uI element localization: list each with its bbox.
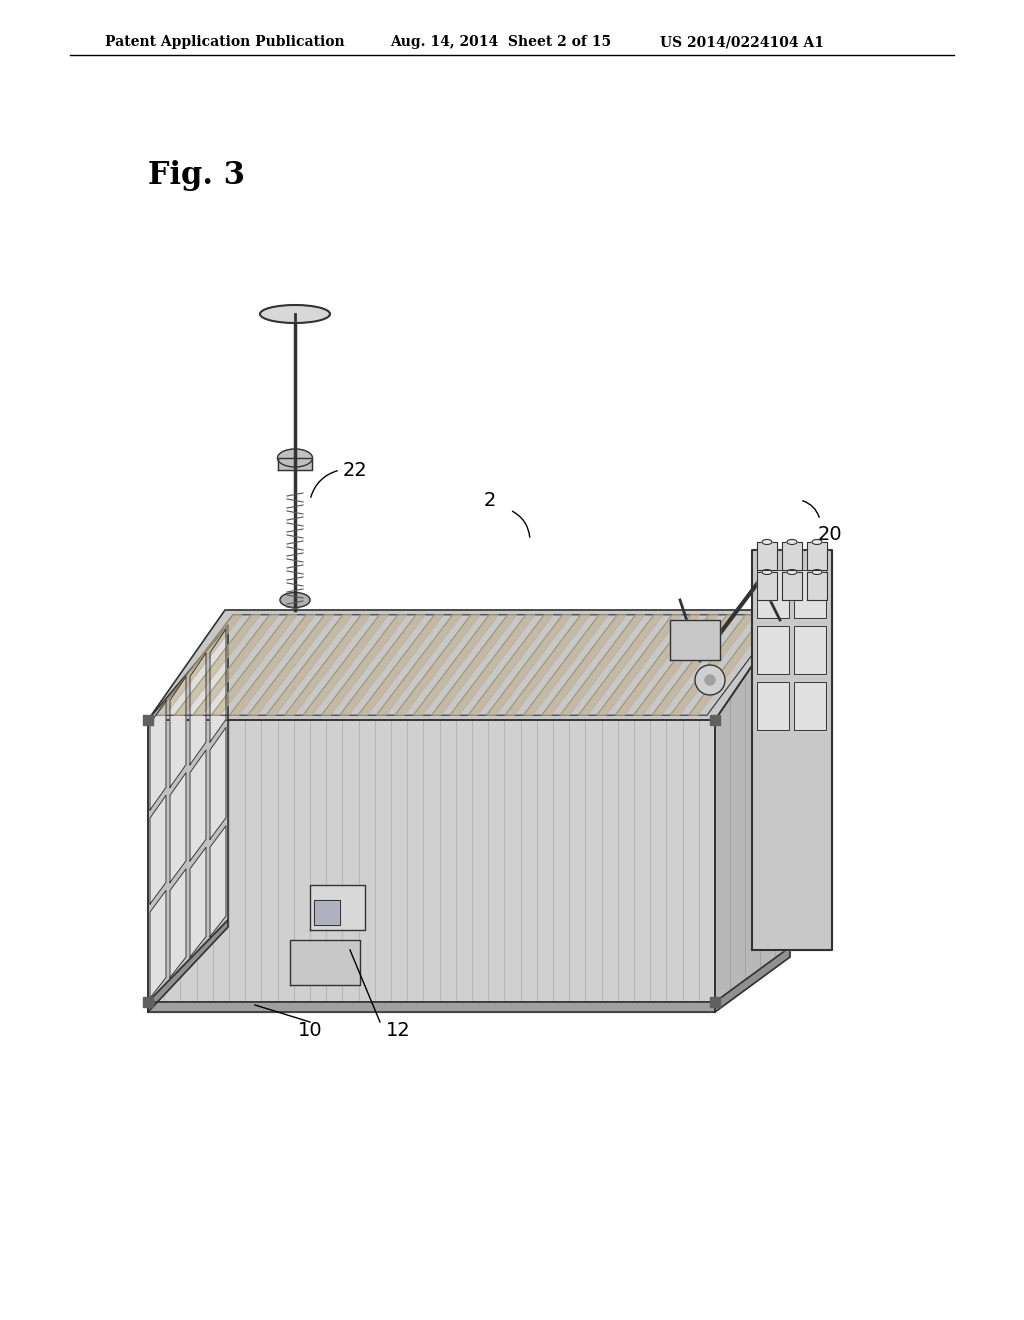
Polygon shape xyxy=(715,946,790,1012)
Polygon shape xyxy=(615,615,699,715)
Polygon shape xyxy=(670,620,720,660)
Ellipse shape xyxy=(787,540,797,544)
Ellipse shape xyxy=(280,593,310,607)
Polygon shape xyxy=(314,900,340,925)
Polygon shape xyxy=(560,615,645,715)
Polygon shape xyxy=(340,615,425,715)
Polygon shape xyxy=(210,727,226,840)
Text: 12: 12 xyxy=(386,1020,411,1040)
Polygon shape xyxy=(174,615,260,715)
Polygon shape xyxy=(148,624,228,1002)
Polygon shape xyxy=(170,869,186,978)
Polygon shape xyxy=(782,572,802,601)
Polygon shape xyxy=(468,615,553,715)
Polygon shape xyxy=(757,626,790,675)
Text: 2: 2 xyxy=(483,491,497,510)
Polygon shape xyxy=(579,615,664,715)
Polygon shape xyxy=(757,543,777,570)
Polygon shape xyxy=(794,570,826,618)
Polygon shape xyxy=(505,615,590,715)
Polygon shape xyxy=(148,719,715,1002)
Polygon shape xyxy=(523,615,608,715)
Polygon shape xyxy=(757,682,790,730)
Ellipse shape xyxy=(278,449,312,467)
Polygon shape xyxy=(542,615,627,715)
Ellipse shape xyxy=(762,540,772,544)
Polygon shape xyxy=(156,615,242,715)
Polygon shape xyxy=(688,615,773,715)
Polygon shape xyxy=(148,920,228,1012)
Polygon shape xyxy=(190,653,206,764)
Ellipse shape xyxy=(812,569,822,574)
Polygon shape xyxy=(303,615,388,715)
Polygon shape xyxy=(377,615,462,715)
Polygon shape xyxy=(285,615,371,715)
Polygon shape xyxy=(652,615,736,715)
Polygon shape xyxy=(358,615,443,715)
Bar xyxy=(143,715,153,725)
Polygon shape xyxy=(782,543,802,570)
Text: Aug. 14, 2014  Sheet 2 of 15: Aug. 14, 2014 Sheet 2 of 15 xyxy=(390,36,611,49)
Ellipse shape xyxy=(260,305,330,323)
Ellipse shape xyxy=(787,569,797,574)
Polygon shape xyxy=(229,615,315,715)
Polygon shape xyxy=(715,610,790,1002)
Text: 22: 22 xyxy=(343,461,368,479)
Text: Patent Application Publication: Patent Application Publication xyxy=(105,36,345,49)
Circle shape xyxy=(705,675,715,685)
Text: Fig. 3: Fig. 3 xyxy=(148,160,245,191)
Polygon shape xyxy=(757,572,777,601)
Polygon shape xyxy=(150,891,166,998)
Polygon shape xyxy=(190,750,206,861)
Polygon shape xyxy=(248,615,334,715)
Polygon shape xyxy=(278,458,312,470)
Polygon shape xyxy=(431,615,517,715)
Polygon shape xyxy=(170,676,186,787)
Polygon shape xyxy=(150,796,166,904)
Polygon shape xyxy=(322,615,407,715)
Polygon shape xyxy=(266,615,352,715)
Circle shape xyxy=(695,665,725,696)
Polygon shape xyxy=(807,572,827,601)
Ellipse shape xyxy=(812,540,822,544)
Bar xyxy=(710,715,720,725)
Polygon shape xyxy=(794,626,826,675)
Polygon shape xyxy=(807,543,827,570)
Bar xyxy=(710,997,720,1007)
Polygon shape xyxy=(210,630,226,742)
Text: 20: 20 xyxy=(818,525,843,544)
Ellipse shape xyxy=(260,305,330,323)
Text: US 2014/0224104 A1: US 2014/0224104 A1 xyxy=(660,36,824,49)
Polygon shape xyxy=(794,682,826,730)
Polygon shape xyxy=(148,610,790,719)
Polygon shape xyxy=(193,615,279,715)
Polygon shape xyxy=(597,615,681,715)
Polygon shape xyxy=(486,615,571,715)
Polygon shape xyxy=(210,826,226,936)
Polygon shape xyxy=(450,615,535,715)
Bar xyxy=(143,997,153,1007)
Polygon shape xyxy=(395,615,480,715)
Polygon shape xyxy=(752,550,831,950)
Ellipse shape xyxy=(762,569,772,574)
Polygon shape xyxy=(413,615,499,715)
Polygon shape xyxy=(290,940,360,985)
Polygon shape xyxy=(634,615,718,715)
Polygon shape xyxy=(150,700,166,810)
Polygon shape xyxy=(190,847,206,957)
Polygon shape xyxy=(310,884,365,931)
Polygon shape xyxy=(671,615,755,715)
Polygon shape xyxy=(211,615,297,715)
Text: 10: 10 xyxy=(298,1020,323,1040)
Polygon shape xyxy=(170,772,186,882)
Polygon shape xyxy=(148,1002,715,1012)
Polygon shape xyxy=(757,570,790,618)
